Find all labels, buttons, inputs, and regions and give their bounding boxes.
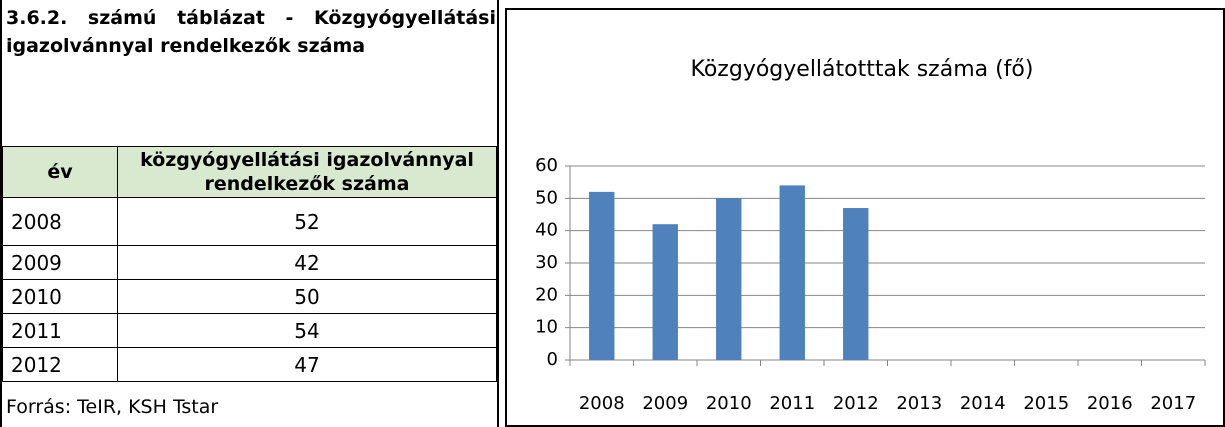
- header-cell: év: [2, 146, 118, 198]
- bar: [589, 191, 615, 360]
- table-row: 2011 54: [2, 313, 497, 348]
- table-cell: 2009: [2, 245, 118, 280]
- y-tick-label: 0: [547, 349, 558, 370]
- y-tick-label: 20: [535, 284, 558, 305]
- x-tick-label: 2014: [960, 393, 1006, 414]
- chart-title: Közgyógyellátotttak száma (fő): [691, 57, 1034, 82]
- x-tick-label: 2011: [769, 393, 815, 414]
- table-cell: 54: [117, 313, 497, 348]
- table-cell: 2008: [2, 197, 118, 246]
- header-row: év közgyógyellátási igazolvánnyal rendel…: [2, 146, 497, 198]
- bar: [843, 208, 869, 360]
- table-caption: 3.6.2. számú táblázat - Közgyógyellátási…: [6, 7, 496, 57]
- table-panel: 3.6.2. számú táblázat - Közgyógyellátási…: [0, 0, 499, 427]
- chart: Közgyógyellátotttak száma (fő) 0 10 20 30 40…: [505, 8, 1225, 427]
- y-tick-label: 60: [535, 155, 558, 176]
- table-cell: 42: [117, 245, 497, 280]
- x-tick-label: 2010: [706, 393, 752, 414]
- table-cell: 2011: [2, 313, 118, 348]
- table-cell: 50: [117, 279, 497, 314]
- y-tick-label: 10: [535, 317, 558, 338]
- x-tick-label: 2015: [1023, 393, 1069, 414]
- y-tick-label: 40: [535, 220, 558, 241]
- bar: [716, 198, 742, 360]
- bar: [652, 224, 678, 360]
- table-cell: 52: [117, 197, 497, 246]
- x-tick-label: 2013: [896, 393, 942, 414]
- y-tick-label: 30: [535, 252, 558, 273]
- x-tick-label: 2017: [1150, 393, 1196, 414]
- table-row: 2010 50: [2, 279, 497, 314]
- table-row: 2008 52: [2, 197, 497, 246]
- x-tick-label: 2016: [1087, 393, 1133, 414]
- x-tick-label: 2012: [833, 393, 879, 414]
- table-cell: 2012: [2, 347, 118, 382]
- table-row: 2012 47: [2, 347, 497, 382]
- bar: [779, 185, 805, 360]
- x-tick-label: 2008: [579, 393, 625, 414]
- chart-border: [505, 8, 1225, 427]
- y-tick-label: 50: [535, 187, 558, 208]
- table-cell: 47: [117, 347, 497, 382]
- source-note: Forrás: TeIR, KSH Tstar: [6, 396, 219, 418]
- x-tick-label: 2009: [642, 393, 688, 414]
- table-row: 2009 42: [2, 245, 497, 280]
- table-cell: 2010: [2, 279, 118, 314]
- data-table: év közgyógyellátási igazolvánnyal rendel…: [2, 146, 497, 382]
- header-cell: közgyógyellátási igazolvánnyal rendelkez…: [117, 146, 497, 198]
